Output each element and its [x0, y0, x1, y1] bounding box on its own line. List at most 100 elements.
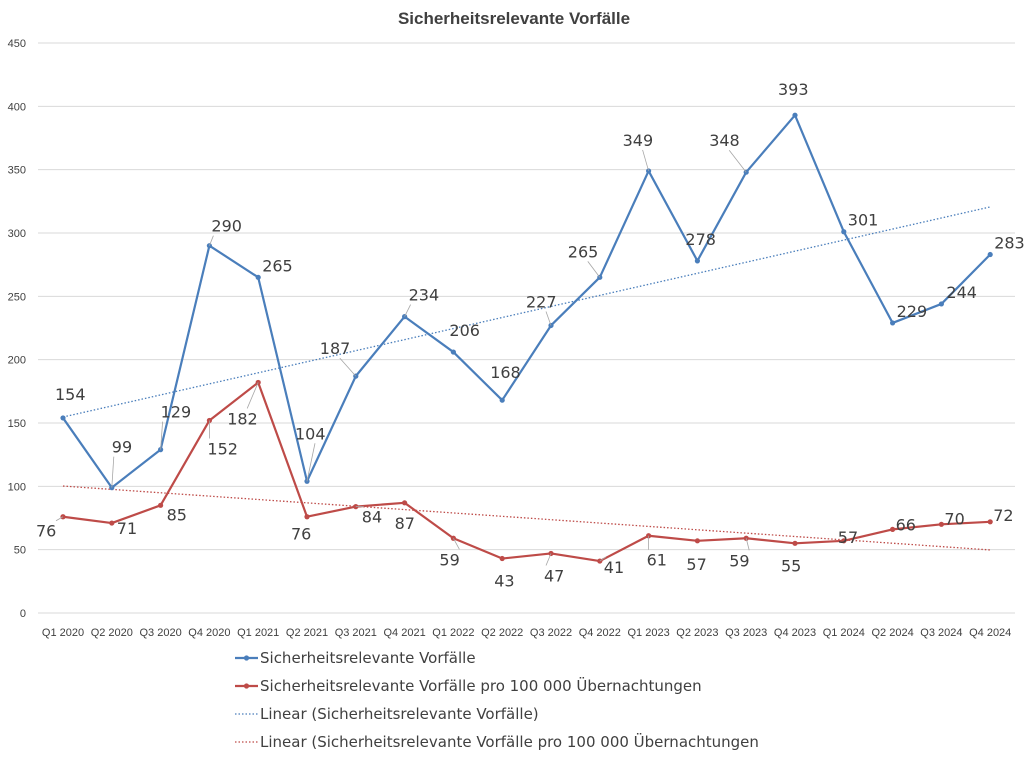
leader-line: [599, 556, 607, 562]
data-label: 59: [729, 551, 749, 570]
y-tick-label: 0: [20, 608, 26, 620]
data-label: 154: [55, 385, 86, 404]
data-label: 265: [262, 256, 293, 275]
x-tick-label: Q1 2024: [823, 627, 865, 639]
data-label: 57: [838, 528, 858, 547]
x-tick-label: Q1 2020: [42, 627, 84, 639]
data-point: [792, 112, 798, 118]
trendlines: [62, 206, 991, 551]
y-tick-label: 250: [8, 291, 26, 303]
leader-line: [306, 443, 316, 482]
x-axis: Q1 2020 Q2 2020 Q3 2020 Q4 2020 Q1 2021 Q2 20…: [42, 627, 1011, 639]
y-tick-label: 300: [8, 228, 26, 240]
data-labels: 154 99 129 290 265 104 187 234 206 168 227 265 349 27…: [36, 80, 1024, 590]
x-tick-label: Q2 2022: [481, 627, 523, 639]
leader-line: [404, 304, 411, 317]
x-tick-label: Q2 2020: [91, 627, 133, 639]
data-point: [450, 349, 456, 355]
data-label: 76: [291, 525, 311, 544]
data-label: 43: [494, 572, 514, 591]
y-tick-label: 50: [14, 545, 26, 557]
data-label: 229: [897, 302, 928, 321]
data-point: [987, 519, 993, 525]
x-tick-label: Q2 2023: [676, 627, 718, 639]
x-tick-label: Q3 2020: [139, 627, 181, 639]
y-tick-label: 100: [8, 481, 26, 493]
trendline-2: [62, 485, 991, 551]
leader-line: [642, 149, 649, 172]
data-point: [890, 320, 896, 326]
data-label: 76: [36, 522, 56, 541]
data-label: 104: [295, 424, 326, 443]
x-tick-label: Q4 2021: [383, 627, 425, 639]
data-label: 72: [993, 506, 1013, 525]
data-label: 41: [604, 558, 624, 577]
leader-line: [209, 235, 214, 246]
data-point: [694, 538, 701, 544]
data-point: [304, 514, 310, 520]
data-point: [792, 540, 798, 546]
data-label: 234: [409, 286, 440, 305]
data-point: [890, 526, 896, 533]
data-label: 152: [207, 439, 238, 458]
data-point: [158, 502, 164, 508]
data-label: 349: [623, 131, 654, 150]
data-label: 265: [568, 242, 599, 261]
data-point: [109, 520, 115, 526]
data-label: 393: [778, 80, 809, 99]
chart-title: Sicherheitsrelevante Vorfälle: [398, 9, 630, 28]
data-point: [402, 500, 408, 506]
data-label: 348: [709, 131, 740, 150]
leader-line: [339, 357, 357, 377]
y-tick-label: 150: [8, 418, 26, 430]
y-tick-label: 200: [8, 355, 26, 367]
data-label: 129: [161, 403, 192, 422]
trendline-1: [62, 206, 991, 418]
data-point: [841, 538, 847, 544]
series-line-2: [62, 381, 991, 563]
x-tick-label: Q1 2021: [237, 627, 279, 639]
y-tick-label: 400: [8, 101, 26, 113]
x-tick-label: Q2 2024: [871, 627, 913, 639]
data-label: 187: [320, 339, 351, 358]
leader-line: [111, 456, 115, 488]
leader-line: [587, 261, 601, 278]
x-tick-label: Q4 2022: [579, 627, 621, 639]
leader-line: [728, 149, 747, 173]
legend-marker: [243, 655, 250, 661]
data-label: 84: [362, 508, 382, 527]
x-tick-label: Q3 2023: [725, 627, 767, 639]
data-label: 47: [544, 566, 564, 585]
data-label: 182: [227, 409, 258, 428]
data-label: 59: [439, 550, 459, 569]
leader-line: [545, 553, 552, 566]
leader-line: [160, 421, 163, 450]
x-tick-label: Q2 2021: [286, 627, 328, 639]
data-label: 206: [449, 321, 480, 340]
data-label: 99: [112, 438, 132, 457]
legend-label: Linear (Sicherheitsrelevante Vorfälle pr…: [260, 732, 759, 751]
data-point: [938, 521, 945, 527]
data-point: [499, 397, 505, 403]
data-point: [499, 555, 505, 562]
series-layer: [60, 112, 993, 564]
leader-line: [453, 538, 460, 550]
legend-label: Linear (Sicherheitsrelevante Vorfälle): [260, 705, 539, 723]
data-point: [987, 251, 993, 258]
legend: Sicherheitsrelevante Vorfälle Sicherheits…: [235, 649, 759, 751]
grid-layer: [38, 42, 1015, 614]
data-point: [841, 229, 847, 235]
data-label: 87: [395, 514, 415, 533]
leader-line: [55, 516, 64, 522]
data-label: 55: [781, 556, 801, 575]
y-axis: 0 50 100 150 200 250 300 350 400 450: [8, 38, 26, 620]
data-label: 66: [896, 515, 916, 534]
x-tick-label: Q4 2023: [774, 627, 816, 639]
data-label: 227: [526, 292, 557, 311]
data-label: 290: [211, 217, 242, 236]
data-label: 244: [946, 283, 977, 302]
legend-marker: [243, 683, 250, 689]
x-tick-label: Q3 2021: [335, 627, 377, 639]
